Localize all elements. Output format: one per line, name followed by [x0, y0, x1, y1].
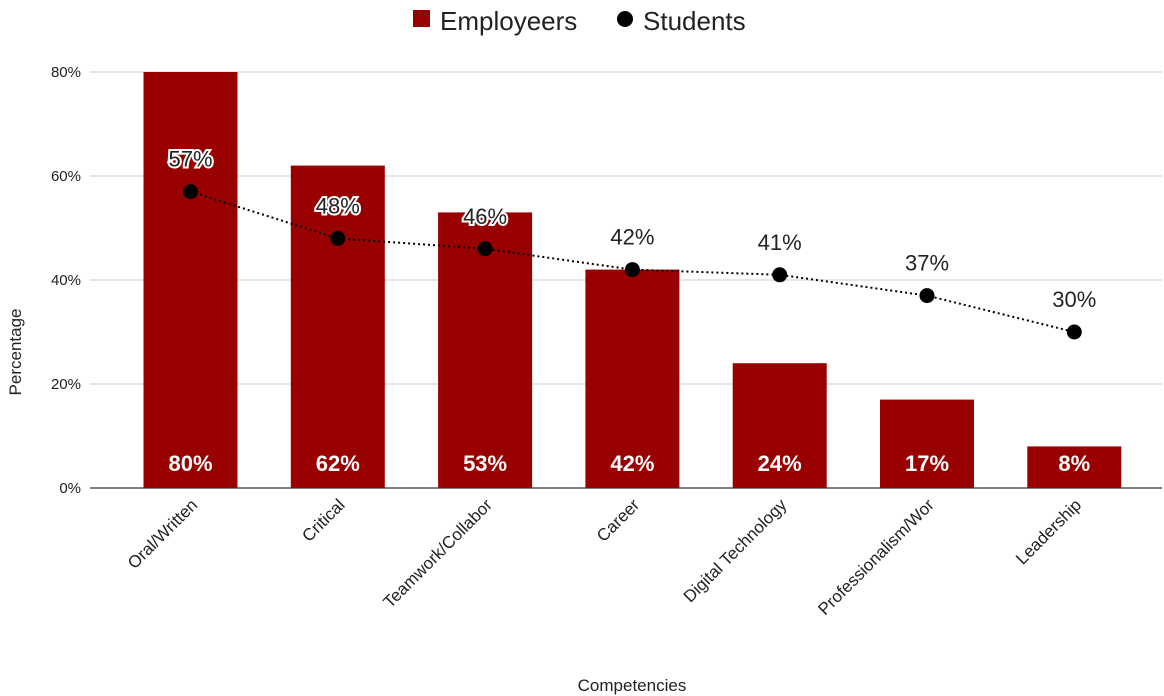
y-axis-title: Percentage — [6, 309, 25, 396]
bar-value-label: 62% — [316, 451, 360, 476]
bar-career — [585, 269, 680, 488]
bar-value-label: 80% — [168, 451, 212, 476]
x-tick-label: Digital Technology — [680, 495, 791, 606]
bar-value-label: 42% — [610, 451, 654, 476]
point-digital-technology — [772, 267, 788, 283]
bar-leadership — [1027, 446, 1122, 488]
bar-value-label: 53% — [463, 451, 507, 476]
point-value-label: 48% — [316, 193, 360, 218]
x-axis-title: Competencies — [578, 676, 687, 695]
x-tick-label: Teamwork/Collabor — [380, 495, 497, 612]
point-value-label: 37% — [905, 251, 949, 276]
y-tick-label: 80% — [51, 64, 81, 81]
point-value-label: 41% — [758, 230, 802, 255]
y-axis-ticks: 0% 20% 40% 60% 80% — [51, 64, 81, 497]
x-tick-label: Leadership — [1012, 495, 1085, 568]
line-series-students: 57% 48% 46% 42% 41% 37% 30% — [166, 145, 1098, 340]
y-tick-label: 0% — [59, 480, 81, 497]
bar-teamwork-collabor — [438, 212, 533, 488]
bar-critical — [290, 165, 385, 488]
legend-swatch-employeers — [413, 10, 430, 27]
bar-value-label: 8% — [1058, 451, 1090, 476]
point-career — [624, 262, 640, 278]
legend-label-students: Students — [643, 6, 746, 36]
x-tick-label: Career — [593, 495, 643, 545]
legend: Employeers Students — [413, 6, 746, 36]
point-professionalism-wor — [919, 288, 935, 304]
legend-label-employeers: Employeers — [440, 6, 577, 36]
point-oral-written — [183, 184, 198, 200]
point-value-label: 42% — [610, 225, 654, 250]
bar-professionalism-wor — [880, 399, 974, 488]
point-teamwork-collabor — [477, 241, 493, 257]
bar-digital-technology — [732, 363, 827, 488]
point-value-label: 57% — [168, 147, 212, 172]
bar-value-label: 24% — [758, 451, 802, 476]
bar-value-label: 17% — [905, 451, 949, 476]
point-value-label: 46% — [463, 204, 507, 229]
x-axis-ticks: Oral/Written Critical Teamwork/Collabor Car… — [124, 495, 1085, 619]
x-tick-label: Critical — [298, 495, 348, 545]
y-tick-label: 60% — [51, 168, 81, 185]
y-tick-label: 40% — [51, 272, 81, 289]
point-critical — [330, 230, 346, 246]
bar-oral-written — [143, 72, 238, 488]
bar-series-employeers: 80% 62% 53% 42% 24% 17% 8% — [143, 72, 1122, 488]
point-value-label: 30% — [1052, 287, 1096, 312]
x-tick-label: Oral/Written — [124, 495, 201, 572]
point-leadership — [1066, 324, 1082, 340]
y-tick-label: 20% — [51, 376, 81, 393]
x-tick-label: Professionalism/Wor — [814, 495, 938, 619]
legend-swatch-students — [617, 11, 633, 27]
